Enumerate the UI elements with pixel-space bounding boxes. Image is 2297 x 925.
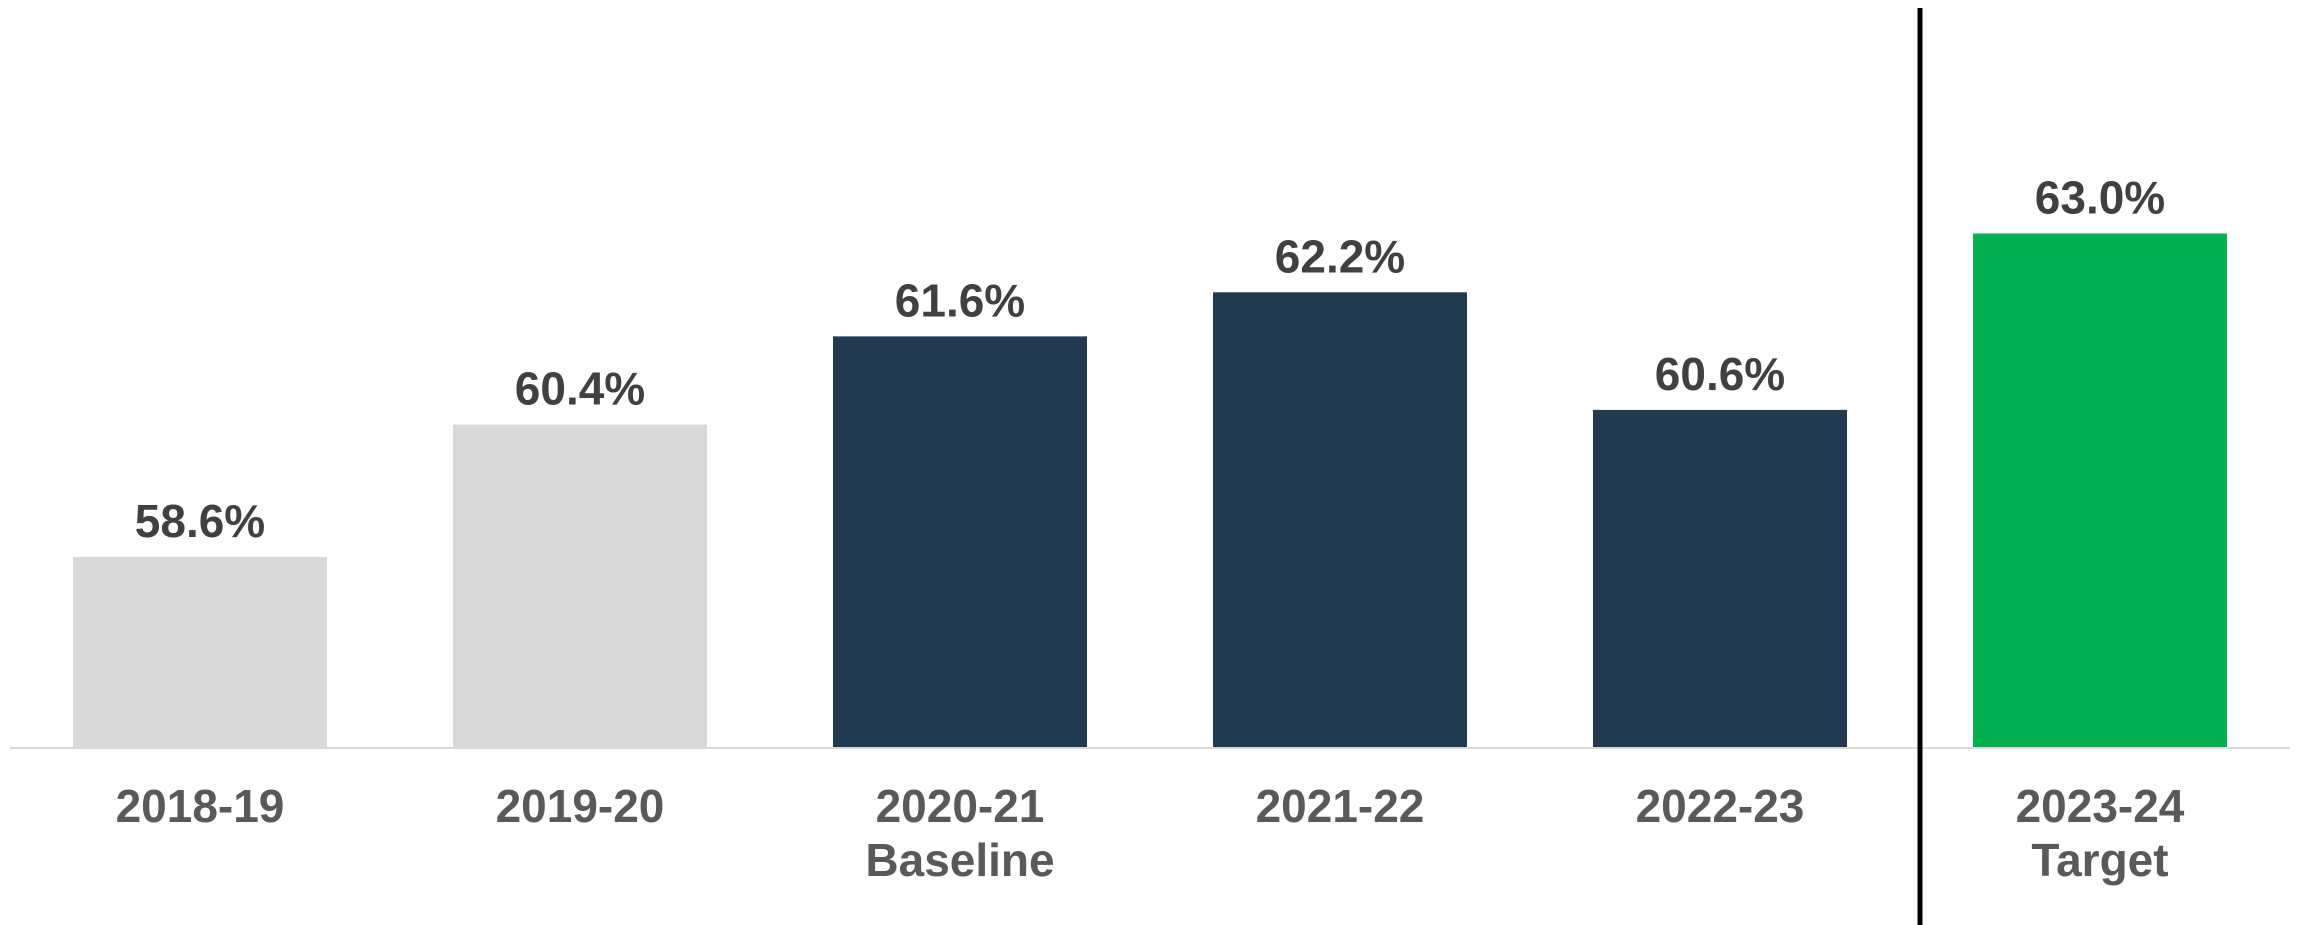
category-label: 2023-24 — [2016, 780, 2185, 832]
bar-2023-24 — [1973, 233, 2227, 748]
bar-2021-22 — [1213, 292, 1467, 748]
value-label: 60.4% — [515, 363, 645, 415]
value-label: 63.0% — [2035, 172, 2165, 224]
value-label: 60.6% — [1655, 348, 1785, 400]
bar-2020-21 — [833, 336, 1087, 748]
category-label: 2020-21 — [876, 780, 1045, 832]
category-label: 2022-23 — [1636, 780, 1805, 832]
category-label: 2019-20 — [496, 780, 665, 832]
value-label: 62.2% — [1275, 230, 1405, 282]
category-label: 2018-19 — [116, 780, 285, 832]
bar-2019-20 — [453, 424, 707, 748]
bars-group — [73, 233, 2227, 748]
bar-2018-19 — [73, 556, 327, 748]
bar-2022-23 — [1593, 409, 1847, 748]
category-label: 2021-22 — [1256, 780, 1425, 832]
value-label: 58.6% — [135, 495, 265, 547]
category-sublabel: Target — [2031, 834, 2168, 886]
value-label: 61.6% — [895, 274, 1025, 326]
category-sublabel: Baseline — [865, 834, 1054, 886]
value-labels-group: 58.6% 60.4% 61.6% 62.2% 60.6% 63.0% — [135, 172, 2165, 547]
